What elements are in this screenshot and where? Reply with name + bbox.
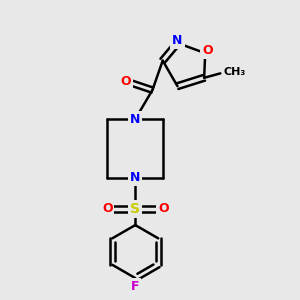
Text: N: N [130,112,140,126]
Text: O: O [121,75,131,88]
Text: N: N [172,34,183,47]
Text: O: O [202,44,213,57]
Text: N: N [130,172,140,184]
Text: CH₃: CH₃ [224,67,246,77]
Text: F: F [131,280,140,293]
Text: O: O [102,202,112,215]
Text: S: S [130,202,140,216]
Text: O: O [158,202,169,215]
